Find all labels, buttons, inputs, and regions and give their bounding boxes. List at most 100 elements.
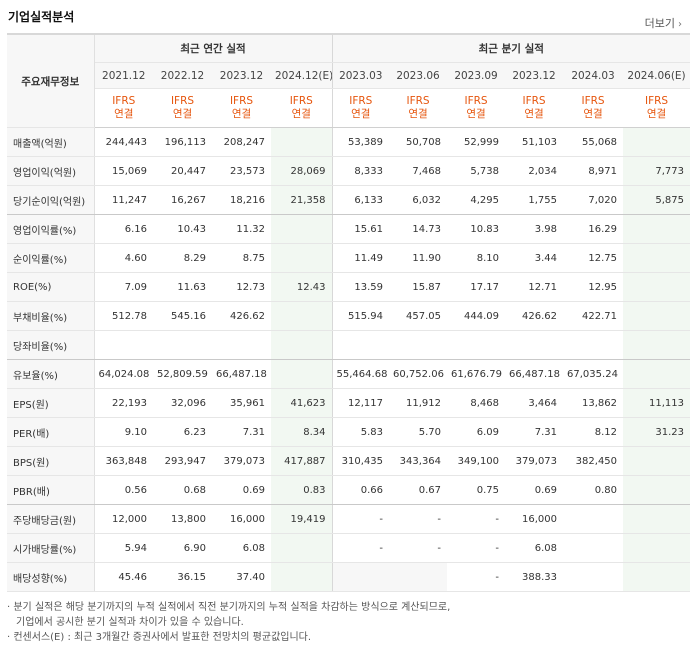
table-cell: 4,295: [447, 185, 506, 215]
table-cell: [623, 330, 691, 360]
row-label: 영업이익률(%): [7, 214, 95, 244]
table-cell: [271, 127, 333, 157]
table-cell: 5.70: [389, 417, 448, 447]
table-cell: 208,247: [212, 127, 271, 157]
basis-scope: 연결: [408, 108, 428, 120]
table-row: 매출액(억원) 244,443 196,113 208,247 53,389 50,708…: [7, 127, 691, 157]
table-cell: [271, 301, 333, 331]
table-cell: 0.69: [505, 475, 564, 505]
table-cell: 0.83: [271, 475, 333, 505]
basis-standard: IFRS: [349, 95, 373, 107]
table-cell: 37.40: [212, 562, 271, 592]
table-cell: 6.90: [153, 533, 212, 563]
table-cell: 13,800: [153, 504, 212, 534]
table-cell: 2,034: [505, 156, 564, 186]
basis-standard: IFRS: [112, 95, 136, 107]
row-label: 배당성향(%): [7, 562, 95, 592]
table-cell: 22,193: [94, 388, 153, 418]
table-cell: 52,809.59: [153, 359, 212, 389]
period-header: 2024.06(E): [623, 62, 691, 89]
period-header: 2023.12: [212, 62, 271, 89]
period-header: 2022.12: [153, 62, 212, 89]
more-link[interactable]: 더보기 ›: [645, 15, 682, 31]
table-cell: 244,443: [94, 127, 153, 157]
basis-header: IFRS 연결: [212, 88, 271, 128]
table-cell: 343,364: [389, 446, 448, 476]
table-cell: 7,773: [623, 156, 691, 186]
table-cell: 379,073: [212, 446, 271, 476]
table-cell: 349,100: [447, 446, 506, 476]
basis-header: IFRS 연결: [331, 88, 390, 128]
table-cell: 50,708: [389, 127, 448, 157]
table-cell: 8.12: [563, 417, 624, 447]
table-cell: 388.33: [505, 562, 564, 592]
table-cell: 6.09: [447, 417, 506, 447]
table-cell: 13.59: [331, 272, 390, 302]
table-cell: 12.73: [212, 272, 271, 302]
table-cell: 53,389: [331, 127, 390, 157]
table-cell: 20,447: [153, 156, 212, 186]
table-cell: 66,487.18: [505, 359, 564, 389]
basis-standard: IFRS: [644, 95, 669, 107]
row-label: 영업이익(억원): [7, 156, 95, 186]
basis-scope: 연결: [291, 108, 311, 120]
table-cell: 13,862: [563, 388, 624, 418]
basis-standard: IFRS: [464, 95, 488, 107]
table-cell: 11.90: [389, 243, 448, 273]
table-cell: 36.15: [153, 562, 212, 592]
table-cell: [271, 243, 333, 273]
table-cell: [623, 475, 691, 505]
table-cell: 8.29: [153, 243, 212, 273]
row-label: PER(배): [7, 417, 95, 447]
footnote-2: 기업에서 공시한 분기 실적과 차이가 있을 수 있습니다.: [16, 615, 244, 630]
table-cell: [623, 533, 691, 563]
table-cell: 19,419: [271, 504, 333, 534]
basis-header: IFRS 연결: [505, 88, 564, 128]
table-cell: 7.31: [212, 417, 271, 447]
table-cell: 6.08: [212, 533, 271, 563]
table-cell: 21,358: [271, 185, 333, 215]
table-row: PER(배) 9.10 6.23 7.31 8.34 5.83 5.70 6.09 7.31 8.…: [7, 417, 691, 447]
period-header: 2021.12: [94, 62, 153, 89]
table-cell: [94, 330, 153, 360]
table-cell: 61,676.79: [447, 359, 506, 389]
table-cell: -: [447, 562, 506, 592]
table-cell: 0.66: [331, 475, 390, 505]
table-cell: 426.62: [505, 301, 564, 331]
table-cell: 8,468: [447, 388, 506, 418]
row-label: 시가배당률(%): [7, 533, 95, 563]
footnote-2-text: 기업에서 공시한 분기 실적과 차이가 있을 수 있습니다.: [16, 617, 244, 628]
table-row: ROE(%) 7.09 11.63 12.73 12.43 13.59 15.87 17.17…: [7, 272, 691, 302]
footnote-3-text: 컨센서스(E) : 최근 3개월간 증권사에서 발표한 전망치의 평균값입니다.: [13, 632, 312, 643]
table-cell: 196,113: [153, 127, 212, 157]
table-cell: 8.34: [271, 417, 333, 447]
table-cell: 382,450: [563, 446, 624, 476]
table-cell: 67,035.24: [563, 359, 624, 389]
table-cell: [389, 562, 448, 592]
table-cell: 5,875: [623, 185, 691, 215]
basis-header: IFRS 연결: [447, 88, 506, 128]
table-cell: [563, 533, 624, 563]
table-cell: 11,247: [94, 185, 153, 215]
table-cell: 32,096: [153, 388, 212, 418]
period-header: 2023.03: [331, 62, 390, 89]
table-cell: 55,464.68: [331, 359, 390, 389]
table-cell: 11,912: [389, 388, 448, 418]
table-cell: 31.23: [623, 417, 691, 447]
table-row: 영업이익률(%) 6.16 10.43 11.32 15.61 14.73 10.83 3.9…: [7, 214, 691, 244]
table-cell: 0.75: [447, 475, 506, 505]
group-annual: 최근 연간 실적: [94, 33, 333, 63]
table-row: PBR(배) 0.56 0.68 0.69 0.83 0.66 0.67 0.75 0.69 0.…: [7, 475, 691, 505]
period-header: 2024.12(E): [271, 62, 333, 89]
table-cell: 444.09: [447, 301, 506, 331]
table-cell: 426.62: [212, 301, 271, 331]
table-cell: [623, 446, 691, 476]
basis-header: IFRS 연결: [389, 88, 448, 128]
basis-standard: IFRS: [289, 95, 313, 107]
table-cell: [153, 330, 212, 360]
footnote-3: · 컨센서스(E) : 최근 3개월간 증권사에서 발표한 전망치의 평균값입니…: [7, 632, 312, 643]
table-cell: 60,752.06: [389, 359, 448, 389]
row-label: 유보율(%): [7, 359, 95, 389]
more-label: 더보기: [644, 17, 675, 30]
